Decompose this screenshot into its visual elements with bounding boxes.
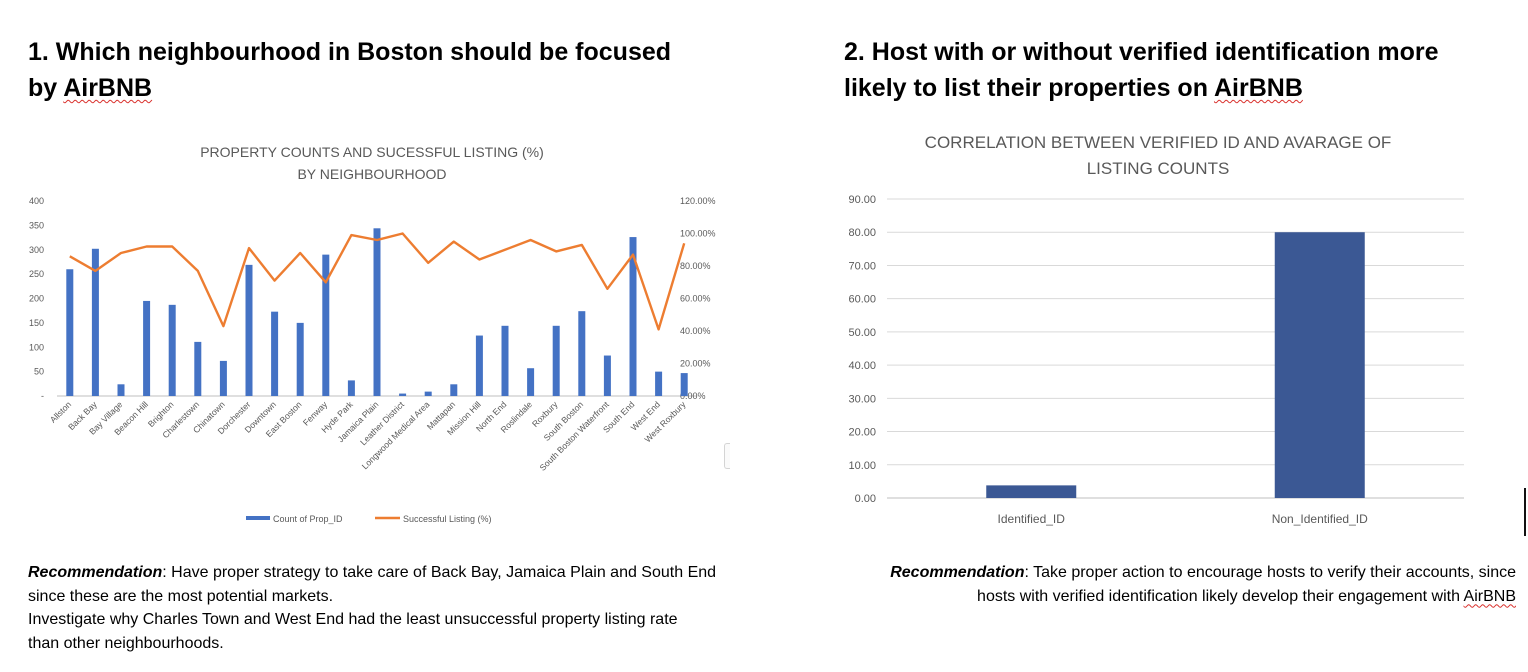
- section1-reco-para1: Recommendation: Have proper strategy to …: [28, 561, 718, 608]
- chart2-gridlines: [887, 198, 1464, 499]
- chart1-left-tick: 100: [29, 342, 44, 352]
- section1-heading-line2: by AirBNB: [28, 70, 671, 106]
- chart1-bar: [347, 380, 355, 396]
- chart1-bar: [91, 248, 99, 396]
- chart1-bar: [680, 373, 688, 396]
- section1-reco-para2: Investigate why Charles Town and West En…: [28, 611, 678, 652]
- chart1-legend: Count of Prop_ID Successful Listing (%): [246, 514, 492, 524]
- chart1-bar: [219, 360, 227, 396]
- chart2-y-tick: 0.00: [855, 493, 876, 505]
- legend-count-swatch: [246, 516, 270, 520]
- chart1-right-tick: 80.00%: [680, 261, 711, 271]
- window-edge-marker: [1524, 488, 1526, 536]
- chart2-y-tick: 60.00: [848, 294, 876, 306]
- chart1-right-tick: 60.00%: [680, 294, 711, 304]
- neighbourhood-chart: PROPERTY COUNTS AND SUCESSFUL LISTING (%…: [29, 144, 716, 524]
- chart1-left-tick: 400: [29, 196, 44, 206]
- section2-reco-line1: Recommendation: Take proper action to en…: [838, 561, 1516, 585]
- chart1-bar: [655, 371, 663, 396]
- section1-heading-prefix: by: [28, 74, 64, 102]
- chart2-category-labels: Identified_ID Non_Identified_ID: [998, 512, 1369, 526]
- chart1-left-tick: -: [41, 391, 44, 401]
- chart1-left-tick: 250: [29, 269, 44, 279]
- section2-reco-label: Recommendation: [890, 564, 1025, 581]
- chart1-title-line1: PROPERTY COUNTS AND SUCESSFUL LISTING (%…: [200, 144, 544, 160]
- scroll-handle[interactable]: [724, 443, 730, 469]
- section2-heading-line2: likely to list their properties on AirBN…: [844, 70, 1438, 106]
- section2-heading-line1: 2. Host with or without verified identif…: [844, 38, 1439, 66]
- section2-reco-text1: : Take proper action to encourage hosts …: [1024, 564, 1516, 581]
- chart1-bar: [629, 237, 637, 396]
- chart1-bar: [143, 300, 151, 396]
- chart2-y-tick: 40.00: [848, 360, 876, 372]
- chart1-bar: [245, 264, 253, 396]
- chart1-bar: [424, 391, 432, 396]
- chart2-y-tick: 30.00: [848, 393, 876, 405]
- chart1-bar: [501, 325, 509, 396]
- chart1-left-axis: 400 350 300 250 200 150 100 50 -: [29, 196, 44, 401]
- chart1-bar: [578, 311, 586, 396]
- chart1-left-tick: 50: [34, 367, 44, 377]
- chart1-right-tick: 120.00%: [680, 196, 716, 206]
- chart1-bar: [194, 341, 202, 396]
- section2-recommendation: Recommendation: Take proper action to en…: [838, 561, 1516, 608]
- chart1-left-tick: 150: [29, 318, 44, 328]
- chart1-right-tick: 100.00%: [680, 229, 716, 239]
- section1-reco-label: Recommendation: [28, 564, 163, 581]
- section2-heading: 2. Host with or without verified identif…: [844, 34, 1438, 106]
- chart1-left-tick: 350: [29, 220, 44, 230]
- chart1-left-tick: 300: [29, 245, 44, 255]
- chart1-bar: [322, 254, 330, 396]
- chart2-y-tick: 90.00: [848, 194, 876, 206]
- chart1-bar: [552, 325, 560, 396]
- section1-heading-airbnb: AirBNB: [63, 74, 153, 102]
- chart1-right-tick: 40.00%: [680, 326, 711, 336]
- section1-recommendation: Recommendation: Have proper strategy to …: [28, 561, 718, 655]
- chart1-bar: [450, 384, 458, 396]
- chart2-bars: [986, 232, 1365, 498]
- chart1-bar: [117, 384, 125, 396]
- chart2-category-label: Non_Identified_ID: [1272, 512, 1368, 526]
- chart1-success-line: [69, 232, 686, 331]
- chart1-bar: [475, 335, 483, 396]
- section2-reco-text2: hosts with verified identification likel…: [977, 587, 1464, 605]
- chart1-title-line2: BY NEIGHBOURHOOD: [297, 166, 446, 182]
- chart2-y-tick: 80.00: [848, 227, 876, 239]
- chart1-bars: [66, 228, 688, 396]
- chart1-bar: [296, 322, 304, 396]
- verified-id-chart: CORRELATION BETWEEN VERIFIED ID AND AVAR…: [848, 133, 1464, 526]
- chart1-left-tick: 200: [29, 294, 44, 304]
- section1-heading-line1: 1. Which neighbourhood in Boston should …: [28, 38, 672, 66]
- chart2-y-axis: 90.00 80.00 70.00 60.00 50.00 40.00 30.00 20.00…: [848, 194, 876, 505]
- chart1-bar: [66, 269, 74, 396]
- chart1-right-axis: 120.00% 100.00% 80.00% 60.00% 40.00% 20.00% 0.…: [680, 196, 716, 401]
- chart2-y-tick: 10.00: [848, 460, 876, 472]
- chart2-y-tick: 70.00: [848, 260, 876, 272]
- legend-count-label: Count of Prop_ID: [273, 514, 343, 524]
- chart1-bar: [168, 304, 176, 396]
- section1-heading: 1. Which neighbourhood in Boston should …: [28, 34, 671, 106]
- section2-heading-airbnb: AirBNB: [1213, 74, 1303, 102]
- section2-reco-line2: hosts with verified identification likel…: [838, 585, 1516, 609]
- chart2-y-tick: 50.00: [848, 327, 876, 339]
- chart2-bar: [986, 485, 1077, 498]
- chart1-bar: [399, 393, 407, 396]
- chart1-bar: [603, 355, 611, 396]
- chart2-category-label: Identified_ID: [998, 512, 1066, 526]
- chart2-title-line1: CORRELATION BETWEEN VERIFIED ID AND AVAR…: [925, 133, 1392, 152]
- chart1-bar: [527, 368, 535, 396]
- chart1-right-tick: 0.00%: [680, 391, 706, 401]
- section2-heading-prefix: likely to list their properties on: [844, 74, 1214, 102]
- chart2-y-tick: 20.00: [848, 427, 876, 439]
- legend-success-label: Successful Listing (%): [403, 514, 492, 524]
- chart1-bar: [373, 228, 381, 396]
- chart1-bar: [271, 311, 279, 396]
- chart1-right-tick: 20.00%: [680, 359, 711, 369]
- section2-reco-airbnb: AirBNB: [1463, 587, 1516, 605]
- chart2-bar: [1274, 232, 1365, 498]
- section1-reco-text: : Have proper strategy to take care of B…: [28, 564, 717, 605]
- chart2-title-line2: LISTING COUNTS: [1087, 159, 1230, 178]
